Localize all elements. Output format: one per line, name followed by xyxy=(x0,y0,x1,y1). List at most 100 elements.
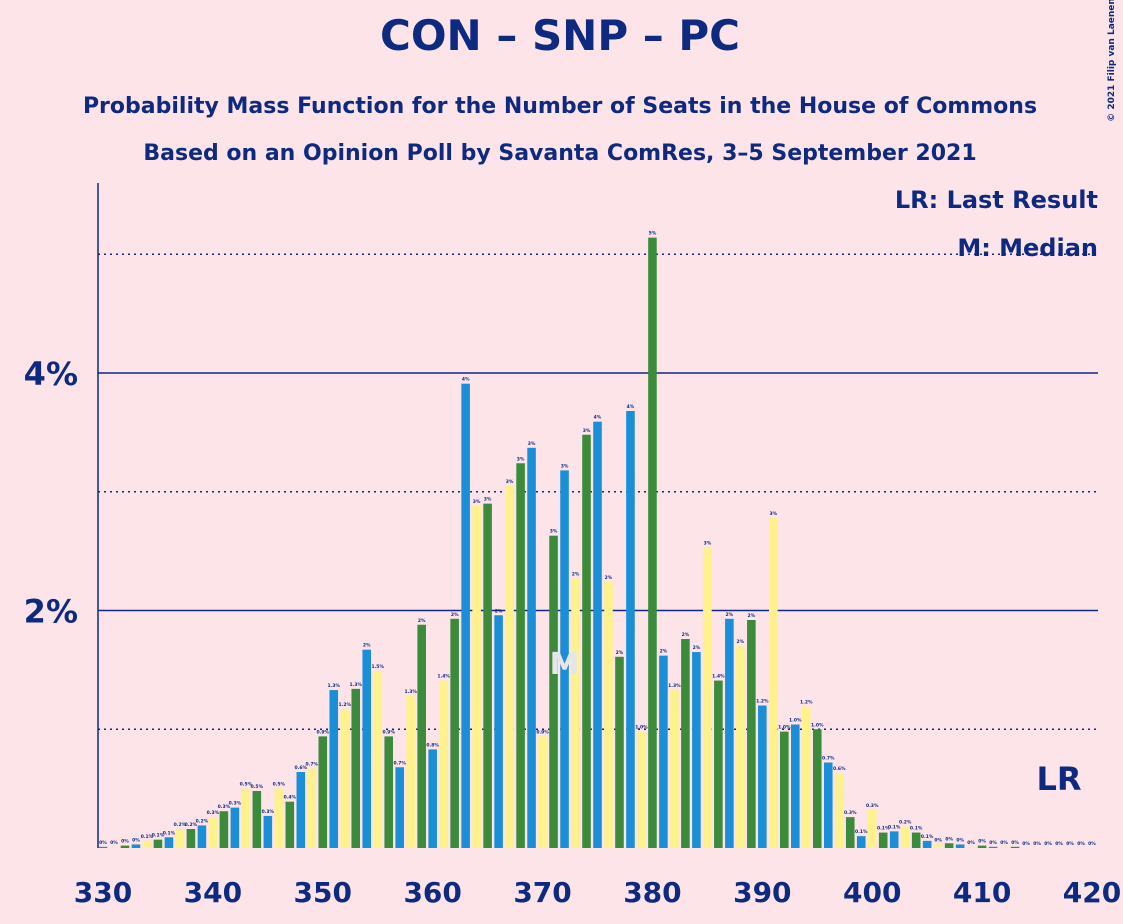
bar xyxy=(406,696,415,848)
bar xyxy=(395,767,404,848)
bar xyxy=(329,690,339,848)
data-label: 0.3% xyxy=(262,809,275,815)
y-tick-label: 2% xyxy=(24,593,78,631)
bar xyxy=(615,656,624,848)
data-label: 2% xyxy=(363,643,371,649)
x-tick-label: 350 xyxy=(294,876,352,909)
data-label: 0% xyxy=(1033,841,1041,847)
data-label: 0.1% xyxy=(141,834,154,840)
data-label: 2% xyxy=(495,608,503,614)
bar xyxy=(417,624,426,848)
data-label: 0% xyxy=(1066,841,1074,847)
bar xyxy=(120,845,130,848)
data-label: 2% xyxy=(737,639,745,645)
data-label: 0.4% xyxy=(284,795,297,801)
data-label: 3% xyxy=(517,456,525,462)
bar xyxy=(977,845,987,848)
data-label: 0.7% xyxy=(822,756,835,762)
bar xyxy=(274,788,284,848)
bar xyxy=(296,772,306,848)
data-label: 3% xyxy=(583,428,591,434)
bar xyxy=(252,791,262,848)
data-label: 0.3% xyxy=(218,804,231,810)
x-tick-label: 370 xyxy=(513,876,571,909)
bar xyxy=(109,846,119,848)
data-label: 0.1% xyxy=(855,829,868,835)
bar xyxy=(944,843,954,848)
bar xyxy=(516,463,525,848)
data-label: 1.3% xyxy=(350,682,363,688)
data-label: 0.7% xyxy=(393,760,406,766)
data-label: 0% xyxy=(1088,841,1096,847)
bar xyxy=(428,749,437,848)
bar xyxy=(648,237,657,848)
data-label: 1.0% xyxy=(811,722,824,728)
bar xyxy=(626,411,635,848)
data-label: 0.2% xyxy=(174,822,187,828)
data-label: 2% xyxy=(693,645,701,651)
bar xyxy=(834,773,844,848)
bar xyxy=(549,535,558,848)
bar xyxy=(747,620,756,848)
data-label: 5% xyxy=(649,231,657,237)
bar xyxy=(933,844,943,848)
x-tick-label: 400 xyxy=(843,876,901,909)
data-label: 0.9% xyxy=(382,729,395,735)
x-tick-label: 360 xyxy=(403,876,461,909)
data-label: 1.0% xyxy=(789,718,802,724)
legend-text: M: Median xyxy=(957,234,1098,262)
data-label: 3% xyxy=(561,463,569,469)
bar xyxy=(175,829,185,848)
data-label: 0.1% xyxy=(888,824,901,830)
data-label: 1.4% xyxy=(712,674,725,680)
bar xyxy=(856,836,866,848)
data-label: 0% xyxy=(1077,841,1085,847)
data-label: 4% xyxy=(462,377,470,383)
bar xyxy=(241,788,251,848)
bar xyxy=(362,649,372,848)
chart-subtitle: Based on an Opinion Poll by Savanta ComR… xyxy=(143,141,976,166)
y-tick-label: 4% xyxy=(24,355,78,393)
bar xyxy=(878,832,888,848)
data-label: 0.6% xyxy=(833,766,846,772)
last-result-marker: LR xyxy=(1037,760,1082,798)
data-label: 0% xyxy=(989,840,997,846)
data-label: 0.1% xyxy=(877,826,890,832)
bar xyxy=(900,826,910,848)
bar xyxy=(889,831,899,848)
data-label: 1.0% xyxy=(778,725,791,731)
bar xyxy=(560,470,569,848)
bar xyxy=(340,709,350,848)
data-label: 0.6% xyxy=(295,765,308,771)
bar xyxy=(230,807,240,848)
copyright: © 2021 Filip van Laenen xyxy=(1107,0,1117,122)
bar xyxy=(98,846,108,848)
bar xyxy=(318,736,328,848)
data-label: 3% xyxy=(528,441,536,447)
data-label: 2% xyxy=(418,618,426,624)
data-label: 3% xyxy=(484,497,492,503)
data-label: 4% xyxy=(594,415,602,421)
bar xyxy=(703,547,712,848)
data-label: 2% xyxy=(616,650,624,656)
bar xyxy=(164,837,174,848)
bar xyxy=(659,655,668,848)
data-label: 0.3% xyxy=(229,801,242,807)
legend-text: LR: Last Result xyxy=(895,186,1098,214)
x-tick-label: 340 xyxy=(184,876,242,909)
bar xyxy=(351,688,361,848)
median-marker: M xyxy=(550,647,580,682)
data-label: 0% xyxy=(1011,840,1019,846)
bar xyxy=(450,618,459,848)
data-label: 2% xyxy=(748,613,756,619)
data-label: 1.3% xyxy=(404,689,417,695)
bar xyxy=(571,578,580,848)
bar xyxy=(769,517,778,848)
x-tick-label: 410 xyxy=(953,876,1011,909)
data-label: 1.2% xyxy=(756,699,769,705)
x-tick-label: 330 xyxy=(74,876,132,909)
data-label: 3% xyxy=(770,511,778,517)
bar xyxy=(582,434,591,848)
